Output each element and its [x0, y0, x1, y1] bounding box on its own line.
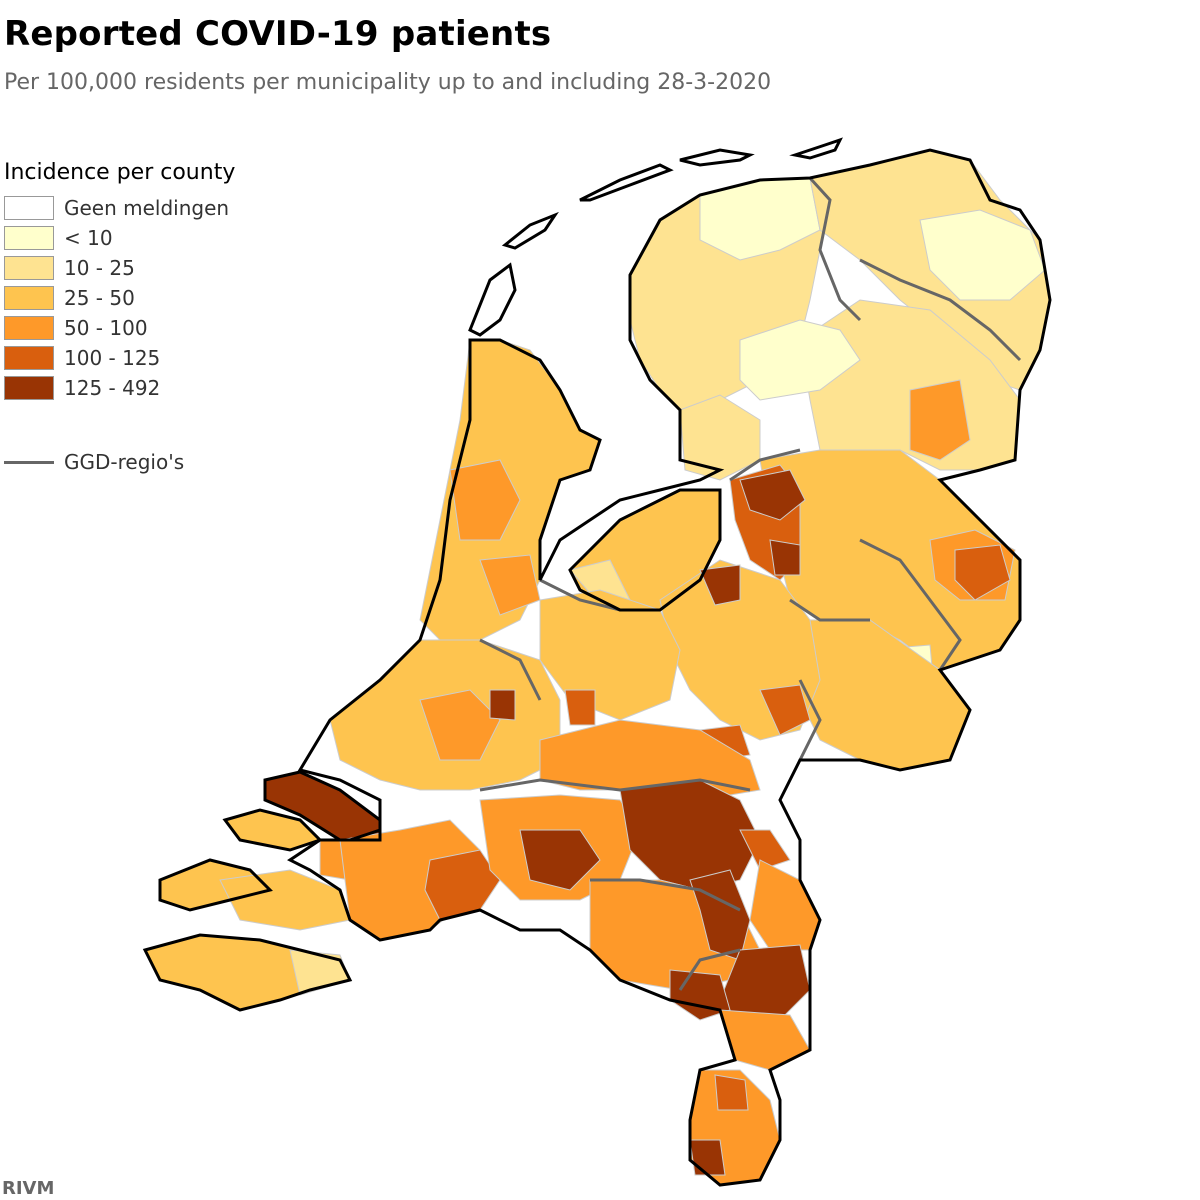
- ggd-border: [678, 948, 741, 991]
- map-regions: [144, 149, 1051, 1186]
- legend-label: 100 - 125: [64, 346, 161, 370]
- schouwen-outline: [222, 808, 323, 852]
- legend-label: < 10: [64, 226, 113, 250]
- country-outline: [142, 137, 1052, 1187]
- region-drenthe-south: [909, 379, 971, 461]
- region-sittard: [714, 1074, 749, 1111]
- texel-island: [468, 262, 517, 337]
- walcheren-island: [158, 858, 273, 912]
- legend-label: Geen meldingen: [64, 196, 230, 220]
- legend-swatch: [4, 226, 54, 250]
- ggd-borders: [479, 176, 1022, 991]
- region-tilburg: [519, 829, 601, 891]
- ggd-line-legend: GGD-regio's: [4, 450, 184, 474]
- map-title: Reported COVID-19 patients: [4, 14, 552, 54]
- ggd-border: [479, 778, 751, 792]
- goeree-outline: [263, 770, 382, 842]
- legend-swatch: [4, 286, 54, 310]
- legend-label: 50 - 100: [64, 316, 148, 340]
- legend-item-25-50: 25 - 50: [4, 283, 304, 313]
- legend-item-lt10: < 10: [4, 223, 304, 253]
- legend-label: 125 - 492: [64, 376, 161, 400]
- region-harderwijk: [699, 564, 741, 606]
- source-credit: RIVM: [2, 1178, 55, 1199]
- ggd-border: [590, 878, 741, 912]
- ggd-border: [859, 258, 1022, 362]
- ggd-border: [798, 679, 822, 761]
- region-hardenberg: [769, 539, 801, 576]
- legend-item-10-25: 10 - 25: [4, 253, 304, 283]
- legend: Incidence per county Geen meldingen < 10…: [4, 160, 304, 403]
- schiermonnikoog-island: [789, 137, 843, 160]
- ggd-border: [808, 176, 862, 322]
- ggd-border: [789, 598, 870, 622]
- legend-title: Incidence per county: [4, 160, 236, 185]
- legend-item-125-492: 125 - 492: [4, 373, 304, 403]
- region-uden: [739, 829, 791, 871]
- legend-swatch: [4, 196, 54, 220]
- legend-swatch: [4, 256, 54, 280]
- region-friesland-center: [739, 319, 861, 401]
- region-utrecht: [539, 589, 681, 721]
- region-zuid-beveland: [219, 869, 351, 931]
- region-zwolle-dark: [739, 469, 806, 521]
- region-noord-holland-orange: [449, 459, 521, 541]
- region-maastricht: [689, 1139, 726, 1176]
- mainland-outline: [287, 148, 1052, 1187]
- region-brabant-east: [749, 859, 821, 951]
- legend-swatch: [4, 346, 54, 370]
- map-subtitle: Per 100,000 residents per municipality u…: [4, 70, 772, 95]
- region-dark-zh: [489, 689, 516, 721]
- legend-item-none: Geen meldingen: [4, 193, 304, 223]
- legend-label: 25 - 50: [64, 286, 135, 310]
- region-zuid-holland-orange: [419, 689, 501, 761]
- terschelling-island: [579, 163, 674, 202]
- region-groningen-east: [919, 209, 1046, 301]
- legend-swatch: [4, 316, 54, 340]
- flevoland-outline: [568, 488, 722, 612]
- region-arnhem: [759, 684, 811, 736]
- legend-item-50-100: 50 - 100: [4, 313, 304, 343]
- ggd-line-swatch: [4, 460, 54, 464]
- zeeuws-vlaanderen-outline: [142, 933, 353, 1012]
- region-gouda: [564, 689, 596, 726]
- ggd-line-label: GGD-regio's: [64, 450, 185, 474]
- ggd-border: [859, 538, 962, 671]
- region-twente-dark: [954, 544, 1011, 601]
- legend-swatch: [4, 376, 54, 400]
- ameland-island: [679, 148, 755, 167]
- legend-label: 10 - 25: [64, 256, 135, 280]
- ggd-border: [729, 448, 801, 482]
- legend-item-100-125: 100 - 125: [4, 343, 304, 373]
- vlieland-island: [501, 211, 559, 250]
- region-den-bosch: [619, 779, 761, 891]
- ggd-border: [479, 638, 542, 701]
